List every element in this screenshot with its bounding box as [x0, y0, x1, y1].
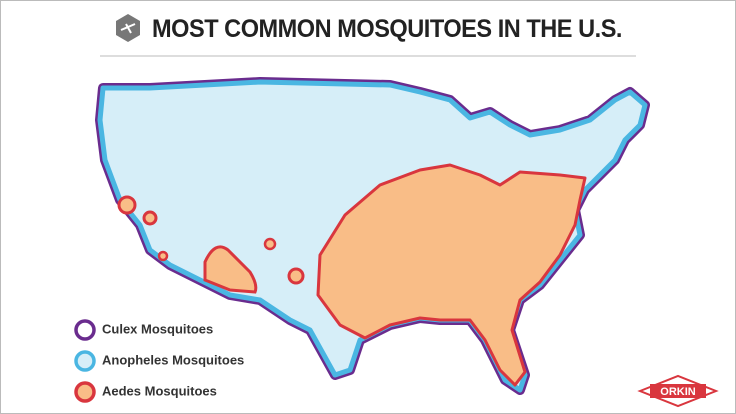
aedes-region — [316, 163, 587, 387]
logo-text: ORKIN — [660, 386, 696, 398]
aedes-spot — [117, 195, 137, 215]
aedes-spot — [142, 210, 158, 226]
aedes-region — [203, 245, 258, 294]
title: MOST COMMON MOSQUITOES IN THE U.S. — [152, 15, 622, 43]
legend-label: Aedes Mosquitoes — [102, 383, 217, 398]
us-map — [95, 77, 650, 395]
legend-swatch — [74, 381, 96, 403]
aedes-spot — [263, 237, 277, 251]
logo: ORKIN — [637, 374, 719, 408]
aedes-spot — [157, 250, 169, 262]
legend: Culex Mosquitoes Anopheles Mosquitoes Aede… — [74, 319, 244, 403]
legend-label: Culex Mosquitoes — [102, 321, 213, 336]
aedes-spot — [287, 267, 305, 285]
legend-swatch — [74, 350, 96, 372]
mosquito-glyph — [120, 23, 136, 34]
legend-swatch — [74, 319, 96, 341]
legend-label: Anopheles Mosquitoes — [102, 352, 244, 367]
